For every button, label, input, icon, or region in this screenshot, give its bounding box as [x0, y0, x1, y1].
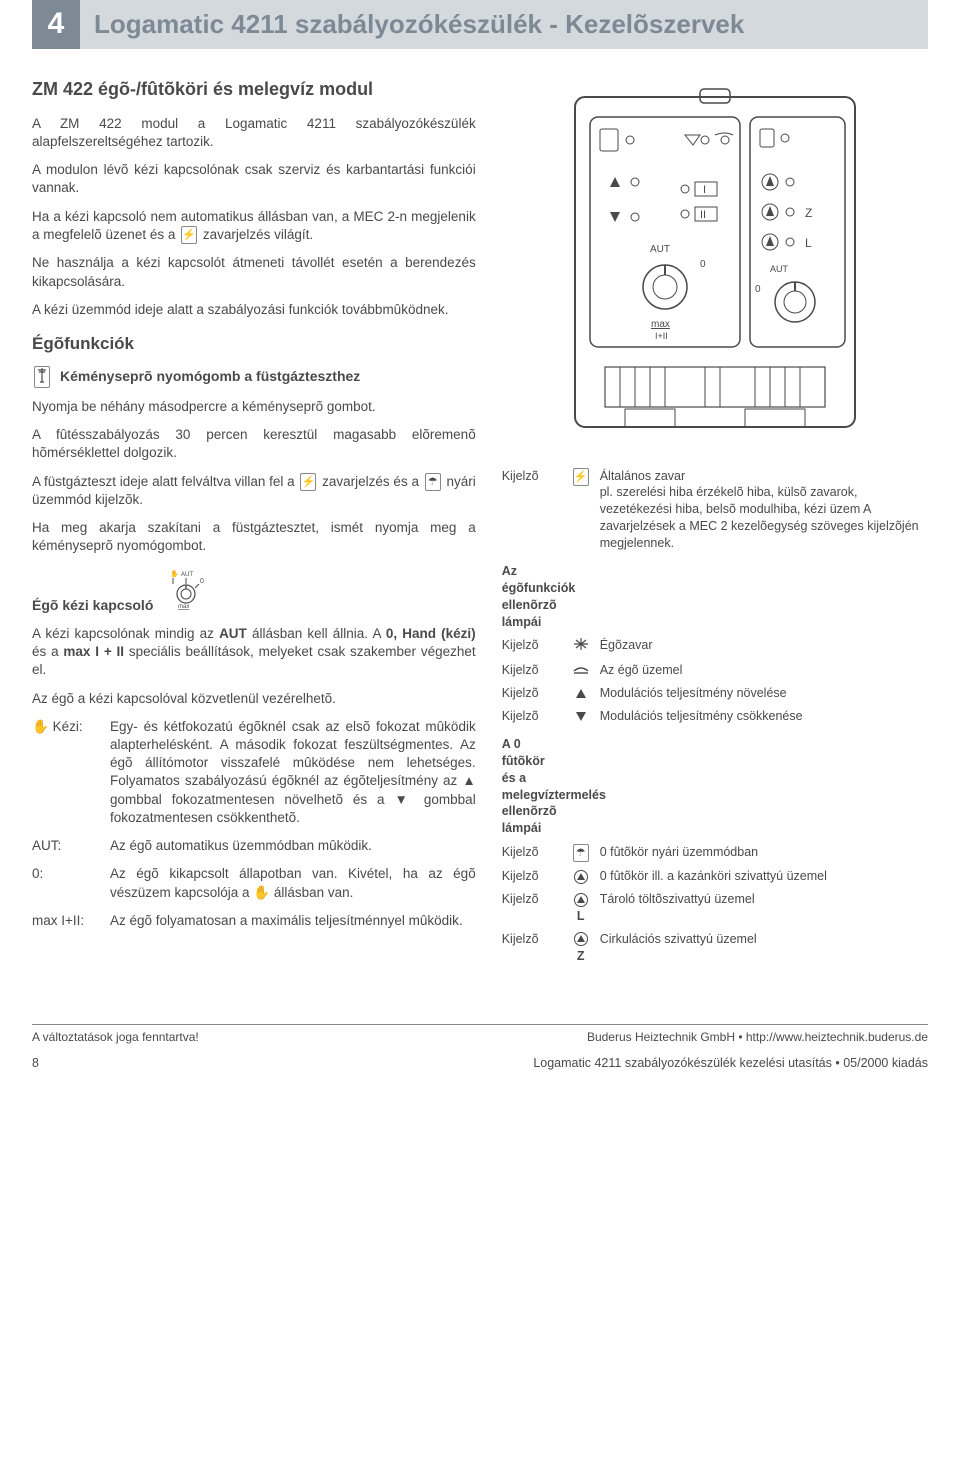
svg-text:0: 0: [755, 284, 761, 295]
paragraph: A modulon lévõ kézi kapcsolónak csak sze…: [32, 161, 476, 197]
page-header: 4 Logamatic 4211 szabályozókészülék - Ke…: [32, 0, 928, 49]
indicator-desc: Az égõ üzemel: [596, 659, 928, 682]
paragraph: A kézi kapcsolónak mindig az AUT állásba…: [32, 625, 476, 680]
paragraph: A kézi üzemmód ideje alatt a szabályozás…: [32, 301, 476, 319]
def-key: 0:: [32, 865, 110, 911]
definition-list: ✋ Kézi: Egy- és kétfokozatú égõknél csak…: [32, 718, 476, 940]
section-title: ZM 422 égõ-/fûtõköri és melegvíz modul: [32, 77, 476, 101]
module-diagram: I II AUT 0 max I+II: [502, 77, 928, 447]
summer-mode-icon: ☂: [425, 473, 441, 491]
indicator-label: Kijelzõ: [502, 634, 566, 659]
indicator-label: Kijelzõ: [502, 888, 566, 928]
paragraph: Ha a kézi kapcsoló nem automatikus állás…: [32, 208, 476, 245]
paragraph: Nyomja be néhány másodpercre a kéménysep…: [32, 398, 476, 416]
paragraph: Ha meg akarja szakítani a füstgáztesztet…: [32, 519, 476, 555]
manual-switch-heading: Égõ kézi kapcsoló: [32, 596, 153, 615]
page-number: 8: [32, 1055, 80, 1072]
indicator-heading: Az égõfunkciók ellenõrzõ lámpái: [502, 555, 566, 635]
def-key: ✋ Kézi:: [32, 718, 110, 837]
indicator-desc: Cirkulációs szivattyú üzemel: [596, 928, 928, 968]
svg-text:II: II: [700, 209, 706, 221]
indicator-label: Kijelzõ: [502, 659, 566, 682]
subsection-title: Égõfunkciók: [32, 333, 476, 356]
burner-on-icon: [566, 659, 596, 682]
sweep-heading: Kéményseprõ nyomógomb a füstgázteszthez: [32, 366, 476, 388]
dial-icon: ✋ AUT 0 max I+II: [163, 568, 209, 615]
svg-text:AUT: AUT: [181, 572, 193, 578]
pump-z-icon: Z: [566, 928, 596, 968]
chimney-sweep-icon: [34, 366, 50, 388]
decrease-icon: [566, 705, 596, 728]
chapter-title: Logamatic 4211 szabályozókészülék - Keze…: [80, 0, 928, 49]
svg-text:AUT: AUT: [770, 264, 789, 274]
fault-icon: ⚡: [300, 473, 316, 491]
indicator-label: Kijelzõ: [502, 841, 566, 865]
paragraph: Ne használja a kézi kapcsolót átmeneti t…: [32, 254, 476, 290]
paragraph: A ZM 422 modul a Logamatic 4211 szabályo…: [32, 115, 476, 151]
svg-text:0: 0: [200, 578, 204, 585]
indicator-label: Kijelzõ: [502, 682, 566, 705]
indicator-desc: Modulációs teljesítmény csökkenése: [596, 705, 928, 728]
paragraph: A fûtésszabályozás 30 percen keresztül m…: [32, 426, 476, 462]
fault-icon: ⚡: [181, 226, 197, 244]
indicator-desc: Modulációs teljesítmény növelése: [596, 682, 928, 705]
indicator-label: Kijelzõ: [502, 928, 566, 968]
def-value: Az égõ folyamatosan a maximális teljesít…: [110, 912, 476, 940]
footer-line-2: 8 Logamatic 4211 szabályozókészülék keze…: [32, 1049, 928, 1084]
indicator-desc: Tároló töltõszivattyú üzemel: [596, 888, 928, 928]
indicator-desc: Égõzavar: [596, 634, 928, 659]
indicator-heading: A 0 fûtõkör és a melegvíztermelés ellenõ…: [502, 728, 566, 841]
svg-text:I: I: [703, 184, 706, 196]
paragraph: Az égõ a kézi kapcsolóval közvetlenül ve…: [32, 690, 476, 708]
indicator-desc: 0 fûtõkör ill. a kazánköri szivattyú üze…: [596, 865, 928, 888]
svg-text:Z: Z: [805, 206, 812, 220]
def-value: Az égõ automatikus üzemmódban mûködik.: [110, 837, 476, 865]
left-column: ZM 422 égõ-/fûtõköri és melegvíz modul A…: [32, 77, 476, 968]
def-key: max I+II:: [32, 912, 110, 940]
footer-left: A változtatások joga fenntartva!: [32, 1029, 199, 1045]
summer-mode-icon: ☂: [566, 841, 596, 865]
svg-text:I+II: I+II: [655, 331, 668, 341]
svg-text:✋: ✋: [170, 569, 179, 578]
svg-text:max: max: [651, 319, 670, 330]
burner-fault-icon: [566, 634, 596, 659]
svg-text:AUT: AUT: [650, 244, 670, 255]
chapter-number: 4: [32, 0, 80, 49]
svg-text:L: L: [805, 236, 812, 250]
def-value: Egy- és kétfokozatú égõknél csak az elsõ…: [110, 718, 476, 837]
right-column: I II AUT 0 max I+II: [502, 77, 928, 968]
increase-icon: [566, 682, 596, 705]
indicator-desc: 0 fûtõkör nyári üzemmódban: [596, 841, 928, 865]
indicator-label: Kijelzõ: [502, 705, 566, 728]
def-value: Az égõ kikapcsolt állapotban van. Kivéte…: [110, 865, 476, 911]
indicator-label: Kijelzõ: [502, 465, 566, 555]
svg-text:0: 0: [700, 259, 706, 270]
indicator-table: Kijelzõ ⚡ Általános zavar pl. szerelési …: [502, 465, 928, 968]
indicator-desc: Általános zavar pl. szerelési hiba érzék…: [596, 465, 928, 555]
footer-line-1: A változtatások joga fenntartva! Buderus…: [32, 1024, 928, 1049]
def-key: AUT:: [32, 837, 110, 865]
footer-right: Buderus Heiztechnik GmbH • http://www.he…: [587, 1029, 928, 1045]
fault-icon: ⚡: [566, 465, 596, 555]
paragraph: A füstgázteszt ideje alatt felváltva vil…: [32, 473, 476, 510]
pump-l-icon: L: [566, 888, 596, 928]
doc-title: Logamatic 4211 szabályozókészülék kezelé…: [80, 1055, 928, 1072]
pump-icon: [566, 865, 596, 888]
indicator-label: Kijelzõ: [502, 865, 566, 888]
